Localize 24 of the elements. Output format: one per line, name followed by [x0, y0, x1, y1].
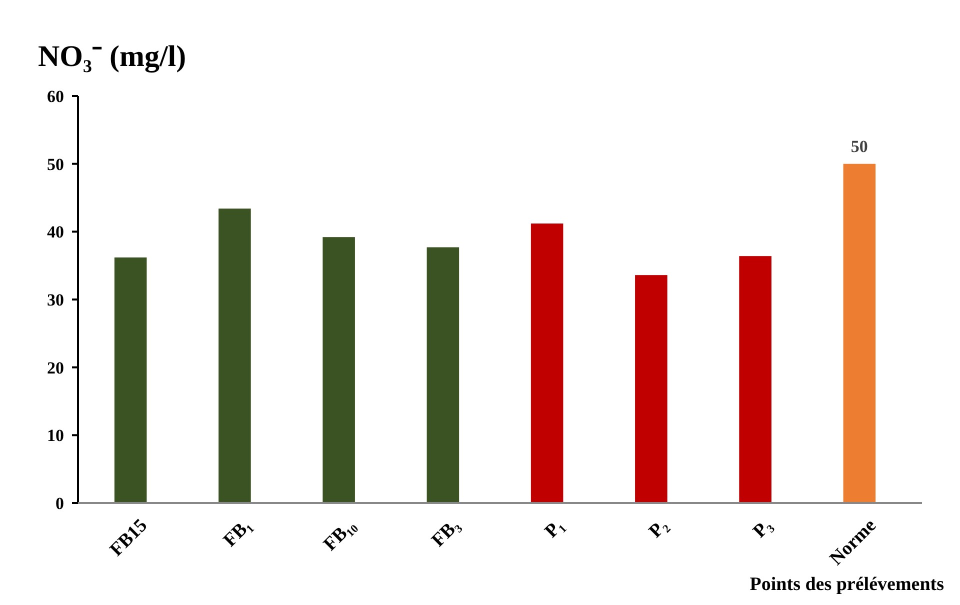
bar: [739, 256, 772, 503]
x-tick-label: FB₁: [220, 515, 256, 552]
bar: [114, 257, 147, 503]
y-tick-label: 20: [47, 358, 64, 378]
bar: [635, 275, 668, 503]
x-tick-label: P₁: [540, 515, 568, 542]
x-tick-label: FB₁₀: [320, 514, 360, 556]
data-label: 50: [850, 136, 868, 156]
bar: [426, 247, 460, 503]
y-tick-label: 30: [47, 290, 64, 310]
bar: [218, 208, 251, 503]
y-tick-label: 0: [56, 494, 64, 513]
bar: [843, 164, 876, 503]
bar: [530, 224, 564, 503]
y-tick-label: 50: [47, 154, 64, 174]
x-tick-label: FB₃: [428, 514, 464, 552]
x-axis-title: Points des prélévements: [750, 574, 944, 595]
x-tick-label: P₂: [645, 514, 672, 542]
y-tick-label: 40: [47, 222, 64, 242]
x-tick-label: P₃: [749, 514, 776, 542]
chart-title: NO₃⁻ (mg/l): [38, 40, 186, 73]
bar: [322, 237, 355, 503]
y-tick-label: 60: [47, 86, 64, 106]
y-tick-label: 10: [47, 426, 64, 446]
